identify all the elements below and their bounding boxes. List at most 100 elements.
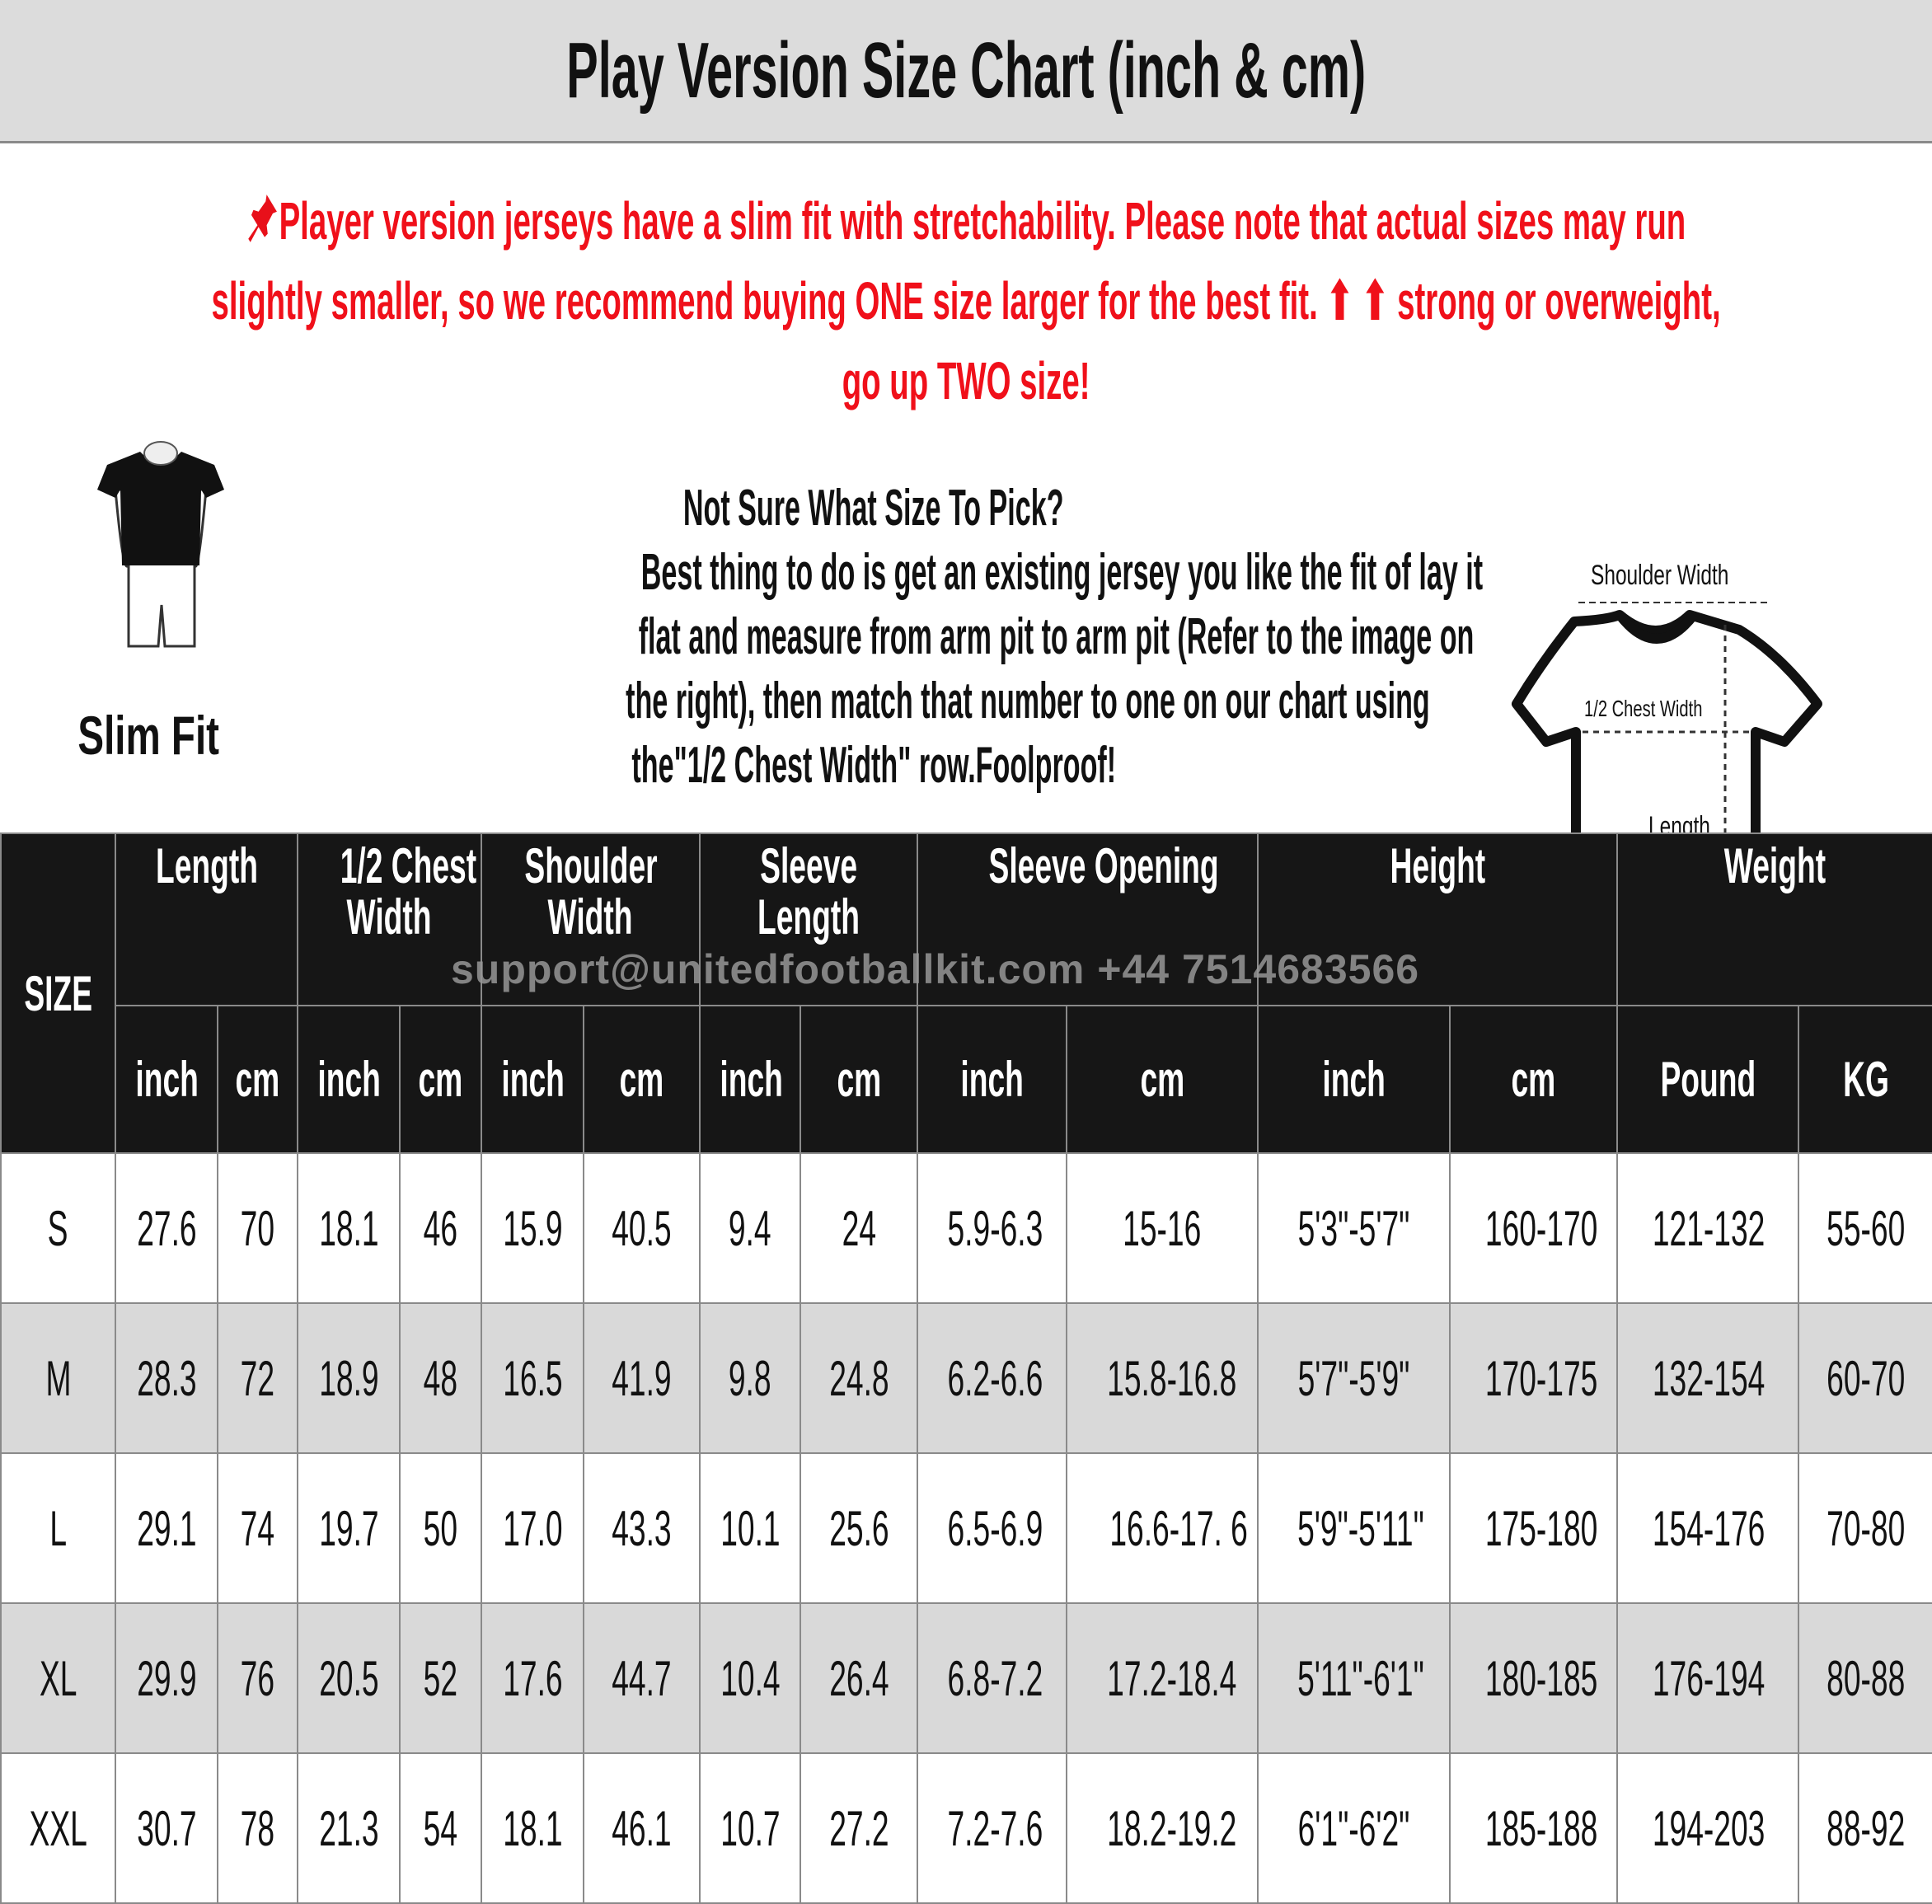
group-header-line: Width: [299, 892, 480, 943]
value-cell: 175-180: [1449, 1452, 1619, 1604]
value-cell: 9.4: [699, 1152, 802, 1304]
group-header-line: Shoulder: [483, 841, 698, 892]
value-cell: 55-60: [1798, 1152, 1932, 1304]
cell-value: XXL: [29, 1800, 87, 1856]
cell-value: 5'3"-5'7": [1297, 1200, 1410, 1256]
cell-value: 16.6-17. 6: [1109, 1500, 1248, 1556]
cell-value: 50: [423, 1500, 458, 1556]
cell-value: 19.7: [318, 1500, 379, 1556]
value-cell: 15.8-16.8: [1066, 1302, 1259, 1454]
cell-value: 74: [240, 1500, 275, 1556]
value-cell: 88-92: [1798, 1752, 1932, 1904]
group-header-line: Sleeve Opening: [919, 841, 1256, 892]
cell-value: 48: [423, 1350, 458, 1406]
value-cell: 17.6: [481, 1602, 585, 1754]
cell-value: 76: [240, 1650, 275, 1706]
table-row: M 28.3 72 18.9 48 16.5 41.9 9.8 24.8 6.2-6.6 15.8-…: [0, 1302, 1932, 1454]
unit-label: inch: [501, 1052, 565, 1107]
cell-value: 10.7: [720, 1800, 781, 1856]
cell-value: 24.8: [828, 1350, 889, 1406]
cell-value: 6.8-7.2: [947, 1650, 1043, 1706]
unit-header: cm: [1066, 1005, 1259, 1154]
value-cell: 74: [216, 1452, 299, 1604]
cell-value: 180-185: [1484, 1650, 1598, 1706]
size-cell: L: [0, 1452, 116, 1604]
group-header: Shoulder Width: [481, 832, 701, 1006]
cell-value: 132-154: [1652, 1350, 1766, 1406]
unit-label: inch: [960, 1052, 1024, 1107]
value-cell: 70: [216, 1152, 299, 1304]
value-cell: 5.9-6.3: [917, 1152, 1068, 1304]
value-cell: 6.2-6.6: [917, 1302, 1068, 1454]
cell-value: 40.5: [612, 1200, 672, 1256]
cell-value: 28.3: [136, 1350, 197, 1406]
value-cell: 19.7: [297, 1452, 401, 1604]
group-header-text: Length: [757, 889, 860, 945]
group-header: Length: [114, 832, 299, 1006]
value-cell: 27.6: [115, 1152, 218, 1304]
cell-value: 30.7: [136, 1800, 197, 1856]
cell-value: 5'7"-5'9": [1297, 1350, 1410, 1406]
slim-fit-label: Slim Fit: [77, 705, 219, 766]
group-header: Sleeve Length: [699, 832, 919, 1006]
group-header-text: Weight: [1723, 838, 1826, 893]
value-cell: 15.9: [481, 1152, 585, 1304]
value-cell: 5'3"-5'7": [1257, 1152, 1451, 1304]
guide-line: the right), then match that number to on…: [626, 673, 1430, 729]
unit-label: Pound: [1660, 1052, 1756, 1107]
unit-label: cm: [235, 1052, 280, 1107]
unit-label: cm: [418, 1052, 463, 1107]
unit-header: inch: [1257, 1005, 1451, 1154]
cell-value: L: [49, 1500, 67, 1556]
cell-value: 17.0: [502, 1500, 563, 1556]
table-row: XL 29.9 76 20.5 52 17.6 44.7 10.4 26.4 6.8-7.2 17.…: [0, 1602, 1932, 1754]
value-cell: 16.5: [481, 1302, 585, 1454]
shoulder-width-label: Shoulder Width: [1591, 560, 1729, 591]
value-cell: 41.9: [583, 1302, 701, 1454]
chest-width-label: 1/2 Chest Width: [1584, 696, 1703, 721]
cell-value: 7.2-7.6: [947, 1800, 1043, 1856]
group-header-line: 1/2 Chest: [299, 841, 480, 892]
value-cell: 18.1: [297, 1152, 401, 1304]
value-cell: 52: [399, 1602, 483, 1754]
group-header-text: Length: [155, 838, 258, 893]
cell-value: 170-175: [1484, 1350, 1598, 1406]
title-bar: Play Version Size Chart (inch & cm): [0, 0, 1932, 143]
cell-value: 10.1: [720, 1500, 781, 1556]
guide-heading: Not Sure What Size To Pick?: [683, 480, 1064, 537]
fit-notice: Player version jerseys have a slim fit w…: [0, 181, 1932, 421]
group-header-text: Width: [548, 889, 633, 945]
value-cell: 170-175: [1449, 1302, 1619, 1454]
unit-label: cm: [837, 1052, 881, 1107]
size-cell: XL: [0, 1602, 116, 1754]
value-cell: 10.4: [699, 1602, 802, 1754]
group-header-line: Length: [701, 889, 916, 945]
value-cell: 48: [399, 1302, 483, 1454]
cell-value: 9.8: [729, 1350, 771, 1406]
value-cell: 24.8: [800, 1302, 919, 1454]
cell-value: 72: [240, 1350, 275, 1406]
size-cell: S: [0, 1152, 116, 1304]
table-row: L 29.1 74 19.7 50 17.0 43.3 10.1 25.6 6.5-6.9 16.6…: [0, 1452, 1932, 1604]
cell-value: S: [48, 1200, 68, 1256]
group-header-line: Sleeve: [701, 841, 916, 892]
value-cell: 10.7: [699, 1752, 802, 1904]
cell-value: 154-176: [1652, 1500, 1766, 1556]
cell-value: 27.6: [136, 1200, 197, 1256]
size-table: SIZE Length 1/2 Chest Width Shoulder Width Sle…: [0, 832, 1932, 1904]
value-cell: 18.1: [481, 1752, 585, 1904]
guide-line: the"1/2 Chest Width" row.Foolproof!: [631, 737, 1116, 794]
value-cell: 24: [800, 1152, 919, 1304]
cell-value: 46: [423, 1200, 458, 1256]
value-cell: 60-70: [1798, 1302, 1932, 1454]
cell-value: 26.4: [828, 1650, 889, 1706]
cell-value: 16.5: [502, 1350, 563, 1406]
value-cell: 46.1: [583, 1752, 701, 1904]
unit-header: inch: [115, 1005, 218, 1154]
cell-value: 15.9: [502, 1200, 563, 1256]
unit-header: Pound: [1616, 1005, 1800, 1154]
cell-value: 80-88: [1826, 1650, 1906, 1706]
size-guide-text: Not Sure What Size To Pick? Best thing t…: [297, 476, 1483, 798]
unit-header: cm: [399, 1005, 483, 1154]
value-cell: 7.2-7.6: [917, 1752, 1068, 1904]
